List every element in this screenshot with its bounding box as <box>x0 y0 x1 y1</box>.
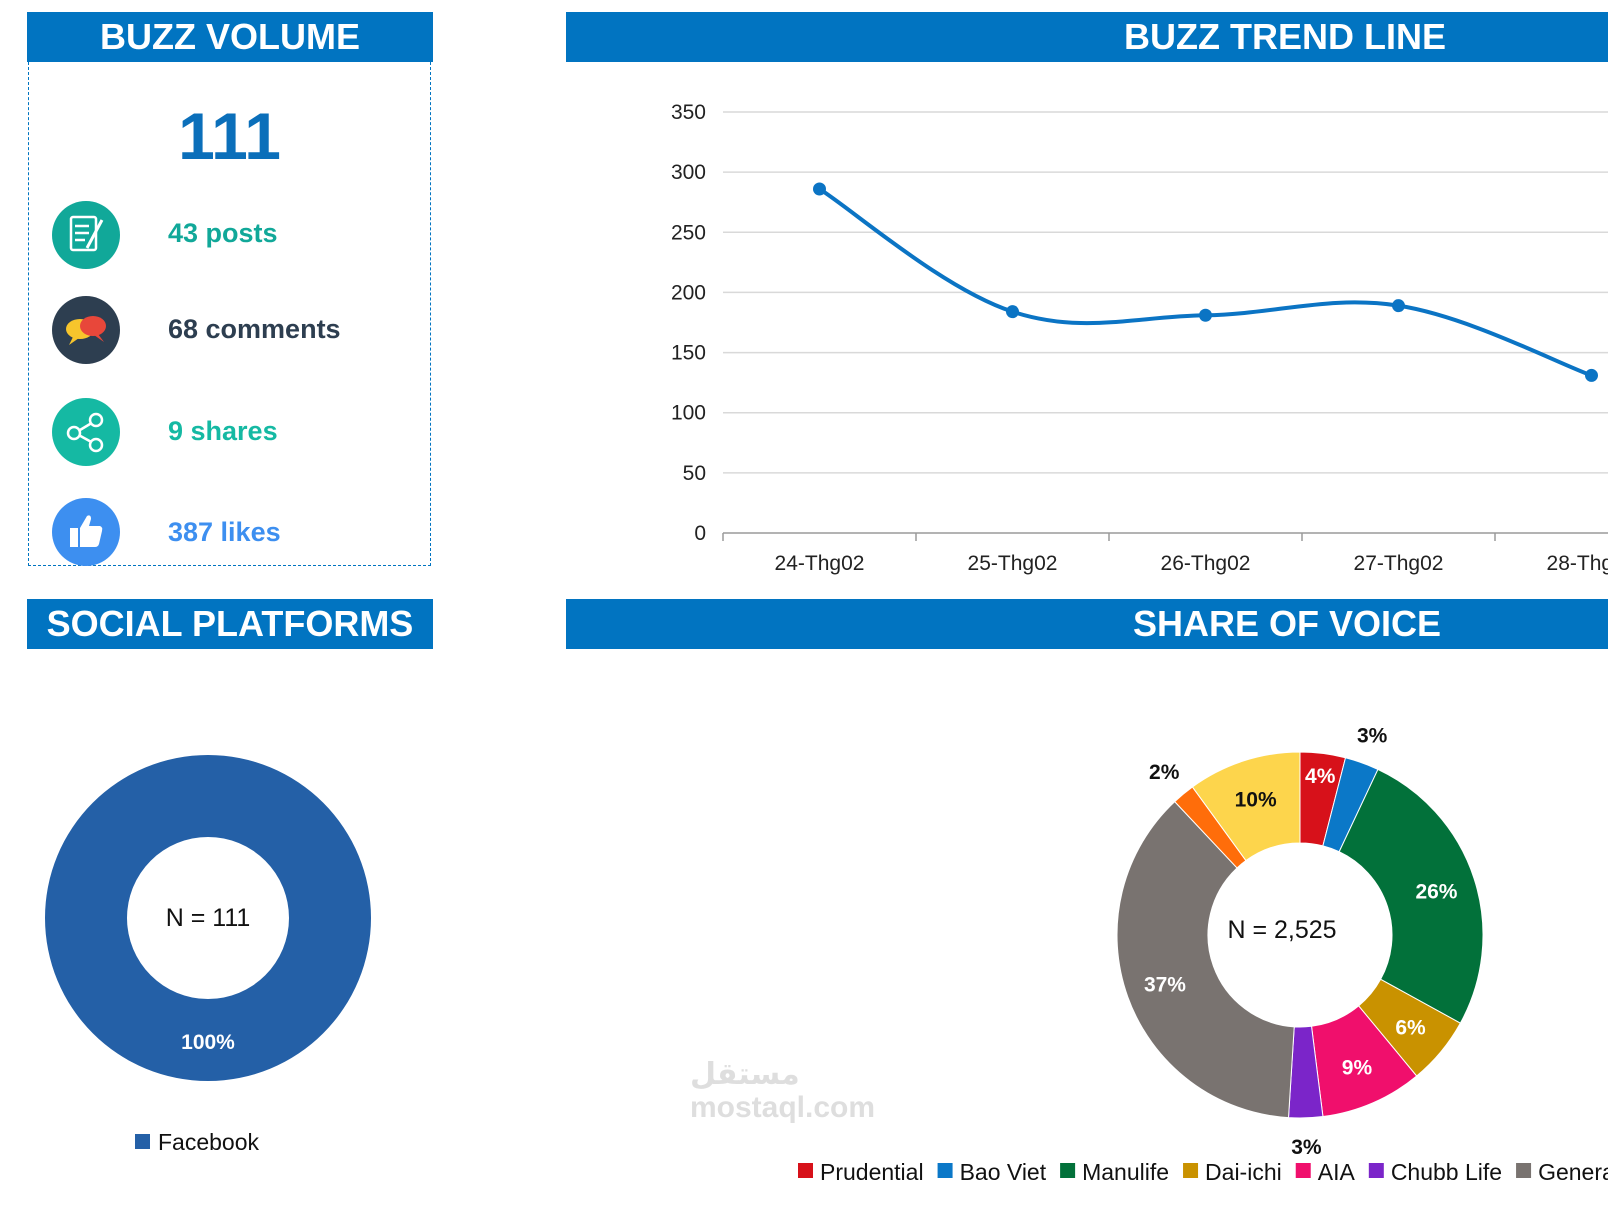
speech-bubbles-icon <box>51 295 121 365</box>
legend-label: Bao Viet <box>960 1159 1047 1185</box>
trend-point <box>1585 368 1598 382</box>
legend-swatch <box>1516 1163 1532 1178</box>
y-tick-label: 100 <box>671 402 706 425</box>
watermark: مستقل mostaql.com <box>690 1058 875 1124</box>
y-tick-label: 150 <box>671 342 706 365</box>
donut-center-label: N = 2,525 <box>1227 916 1336 944</box>
buzz-volume-header: BUZZ VOLUME <box>27 12 433 62</box>
slice-label: 10% <box>1235 789 1277 812</box>
slice-label: 3% <box>1291 1136 1322 1159</box>
comments-stat: 68 comments <box>168 314 341 344</box>
legend-swatch <box>937 1163 953 1178</box>
legend-label: Manulife <box>1082 1159 1169 1185</box>
buzz-total-count: 111 <box>178 99 281 173</box>
legend-label: Prudential <box>820 1159 924 1185</box>
trend-point <box>1006 305 1019 319</box>
share-of-voice-chart: 4% 3% 26% 6% 9% 3% 37% 2% 10% N = 2,525 Prudential… <box>798 725 1608 1185</box>
pie-slice-facebook <box>45 755 371 1081</box>
share-of-voice-header: SHARE OF VOICE <box>566 599 1608 649</box>
sov-slice <box>1191 751 1301 862</box>
x-tick-label: 25-Thg02 <box>968 552 1058 575</box>
y-tick-label: 200 <box>671 281 706 304</box>
buzz-trend-header: BUZZ TREND LINE <box>566 12 1608 62</box>
legend-label: AIA <box>1318 1159 1356 1185</box>
watermark-arabic: مستقل <box>690 1058 800 1091</box>
slice-label: 26% <box>1415 881 1457 904</box>
trend-point <box>1392 299 1405 313</box>
slice-label: 100% <box>181 1031 235 1054</box>
sov-slice <box>1116 800 1295 1119</box>
buzz-volume-panel: 111 43 posts 68 comments <box>28 62 431 566</box>
legend-swatch <box>1368 1163 1384 1178</box>
legend-label: Facebook <box>158 1129 260 1155</box>
legend-label: Chubb Life <box>1391 1159 1502 1185</box>
donut-center-label: N = 111 <box>166 904 251 932</box>
x-tick-label: 28-Thg02 <box>1547 552 1608 575</box>
notepad-pen-icon <box>51 200 121 270</box>
legend-label: General <box>1538 1159 1608 1185</box>
legend-swatch <box>798 1163 813 1178</box>
legend-label: Dai-ichi <box>1205 1159 1282 1185</box>
share-icon <box>51 397 121 467</box>
x-tick-label: 26-Thg02 <box>1161 552 1251 575</box>
social-platforms-header: SOCIAL PLATFORMS <box>27 599 433 649</box>
legend-swatch <box>1060 1163 1076 1178</box>
slice-label: 4% <box>1305 765 1336 788</box>
x-tick-label: 24-Thg02 <box>775 552 865 575</box>
y-tick-label: 350 <box>671 101 706 124</box>
sov-slice <box>1338 768 1484 1024</box>
trend-point <box>1199 308 1212 322</box>
slice-label: 3% <box>1357 725 1388 748</box>
legend-swatch <box>1183 1163 1199 1178</box>
trend-point <box>813 182 826 196</box>
y-tick-label: 0 <box>694 522 706 545</box>
social-platforms-chart: 100% N = 111 Facebook <box>45 755 371 1155</box>
thumbs-up-icon <box>51 497 121 567</box>
legend-swatch <box>1295 1163 1311 1178</box>
slice-label: 9% <box>1342 1057 1373 1080</box>
legend-swatch <box>135 1134 150 1149</box>
y-tick-label: 250 <box>671 221 706 244</box>
trend-chart: 0 50 100 150 200 250 300 350 24-Thg02 25-Thg02 26-… <box>671 101 1608 575</box>
posts-stat: 43 posts <box>168 218 278 248</box>
slice-label: 37% <box>1144 974 1186 997</box>
trend-series-line <box>818 187 1593 378</box>
slice-label: 2% <box>1149 761 1180 784</box>
y-tick-label: 300 <box>671 161 706 184</box>
y-tick-label: 50 <box>683 462 706 485</box>
shares-stat: 9 shares <box>168 416 278 446</box>
watermark-latin: mostaql.com <box>690 1091 876 1124</box>
likes-stat: 387 likes <box>168 517 281 547</box>
slice-label: 6% <box>1395 1016 1426 1039</box>
x-tick-label: 27-Thg02 <box>1354 552 1444 575</box>
